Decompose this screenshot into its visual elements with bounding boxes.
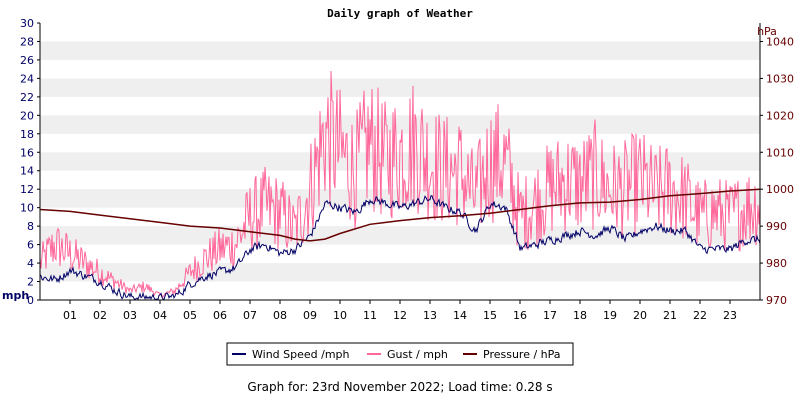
grid-band: [40, 41, 760, 60]
pressure-series: [39, 188, 761, 242]
x-tick-label: 19: [603, 309, 617, 322]
left-axis-unit-label: mph: [2, 289, 29, 302]
x-tick-label: 18: [573, 309, 587, 322]
left-tick-label: 2: [27, 276, 34, 289]
x-tick-label: 20: [633, 309, 647, 322]
right-tick-label: 990: [766, 220, 787, 233]
left-tick-label: 6: [27, 239, 34, 252]
right-tick-label: 1010: [766, 146, 794, 159]
left-tick-label: 8: [27, 220, 34, 233]
left-tick-label: 14: [20, 165, 34, 178]
grid-band: [40, 115, 760, 134]
left-tick-label: 16: [20, 146, 34, 159]
x-tick-label: 01: [63, 309, 77, 322]
x-tick-label: 11: [363, 309, 377, 322]
x-tick-label: 08: [273, 309, 287, 322]
wind-series: [39, 195, 761, 301]
x-tick-label: 05: [183, 309, 197, 322]
right-tick-label: 1000: [766, 183, 794, 196]
grid-band: [40, 78, 760, 97]
right-tick-label: 980: [766, 257, 787, 270]
left-tick-label: 26: [20, 54, 34, 67]
left-tick-label: 22: [20, 91, 34, 104]
legend-item-wind: Wind Speed /mph: [232, 348, 350, 361]
legend: Wind Speed /mph Gust / mph Pressure / hP…: [226, 342, 574, 366]
legend-item-pressure: Pressure / hPa: [463, 348, 561, 361]
x-tick-label: 07: [243, 309, 257, 322]
right-axis-labels: 970 980 990 1000 1010 1020 1030 1040: [760, 35, 794, 307]
pressure-line: [39, 188, 761, 242]
x-tick-label: 17: [543, 309, 557, 322]
x-tick-label: 03: [123, 309, 137, 322]
left-tick-label: 10: [20, 202, 34, 215]
left-tick-label: 20: [20, 109, 34, 122]
left-tick-label: 28: [20, 35, 34, 48]
right-tick-label: 970: [766, 294, 787, 307]
legend-item-gust: Gust / mph: [367, 348, 448, 361]
x-tick-label: 12: [393, 309, 407, 322]
x-tick-label: 10: [333, 309, 347, 322]
x-axis-ticks: 01 02 03 04 05 06 07 08 09 10 11 12 13 14 15 16 17 18 19 20…: [63, 300, 737, 322]
right-axis-unit-label: hPa: [757, 25, 777, 38]
left-tick-label: 0: [27, 294, 34, 307]
legend-label-wind: Wind Speed /mph: [252, 348, 350, 361]
grid-band: [40, 226, 760, 245]
x-tick-label: 21: [663, 309, 677, 322]
x-tick-label: 04: [153, 309, 167, 322]
right-tick-label: 1030: [766, 72, 794, 85]
right-tick-label: 1040: [766, 35, 794, 48]
left-tick-label: 4: [27, 257, 34, 270]
legend-box: [226, 342, 574, 366]
legend-label-pressure: Pressure / hPa: [483, 348, 561, 361]
left-tick-label: 18: [20, 128, 34, 141]
left-tick-label: 24: [20, 72, 34, 85]
chart-title: Daily graph of Weather: [327, 7, 473, 20]
x-tick-label: 23: [723, 309, 737, 322]
x-tick-label: 02: [93, 309, 107, 322]
x-tick-label: 06: [213, 309, 227, 322]
x-tick-label: 22: [693, 309, 707, 322]
x-tick-label: 09: [303, 309, 317, 322]
footer-text: Graph for: 23rd November 2022; Load time…: [247, 380, 553, 394]
x-tick-label: 14: [453, 309, 467, 322]
x-tick-label: 15: [483, 309, 497, 322]
legend-label-gust: Gust / mph: [387, 348, 448, 361]
right-tick-label: 1020: [766, 109, 794, 122]
grid-band: [40, 263, 760, 282]
axes: [39, 23, 761, 301]
wind-line: [39, 195, 761, 301]
x-tick-label: 13: [423, 309, 437, 322]
left-tick-label: 12: [20, 183, 34, 196]
left-tick-label: 30: [20, 17, 34, 30]
background-bands: [40, 23, 760, 300]
x-tick-label: 16: [513, 309, 527, 322]
